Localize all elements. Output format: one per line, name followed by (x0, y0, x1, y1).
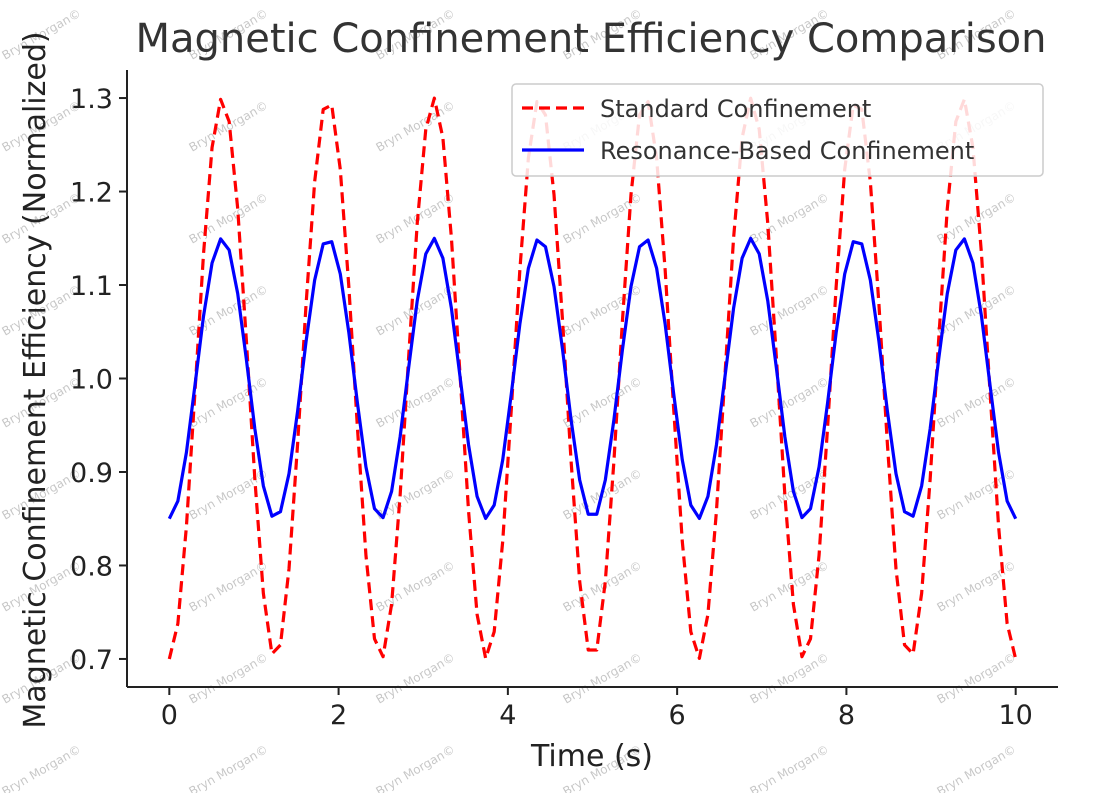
watermark-text: Bryn Morgan© (561, 374, 645, 430)
watermark-text: Bryn Morgan© (187, 374, 271, 430)
watermark-text: Bryn Morgan© (748, 650, 832, 706)
watermark-text: Bryn Morgan© (748, 190, 832, 246)
y-axis-label: Magnetic Confinement Efficiency (Normali… (18, 31, 53, 728)
x-tick-label: 6 (669, 700, 686, 731)
legend-label-resonance: Resonance-Based Confinement (600, 137, 974, 165)
watermark-text: Bryn Morgan© (187, 558, 271, 614)
watermark-text: Bryn Morgan© (374, 374, 458, 430)
watermark-text: Bryn Morgan© (748, 374, 832, 430)
x-ticks: 0 2 4 6 8 10 (161, 687, 1033, 731)
legend-label-standard: Standard Confinement (600, 95, 871, 123)
x-tick-label: 0 (161, 700, 178, 731)
watermark-text: Bryn Morgan© (935, 650, 1019, 706)
series-line-0 (167, 96, 1018, 660)
watermark-text: Bryn Morgan© (748, 558, 832, 614)
y-tick-label: 1.3 (70, 84, 113, 115)
y-tick-label: 1.1 (70, 271, 113, 302)
plot-lines (167, 96, 1018, 660)
y-tick-label: 1.0 (70, 365, 113, 396)
y-tick-label: 0.9 (70, 458, 113, 489)
watermark-text: Bryn Morgan© (187, 650, 271, 706)
watermark-text: Bryn Morgan© (187, 466, 271, 522)
watermark-text: Bryn Morgan© (374, 558, 458, 614)
y-tick-label: 1.2 (70, 178, 113, 209)
watermark-text: Bryn Morgan© (374, 466, 458, 522)
watermark-text: Bryn Morgan© (561, 650, 645, 706)
watermark-text: Bryn Morgan© (748, 282, 832, 338)
chart-title: Magnetic Confinement Efficiency Comparis… (136, 16, 1047, 62)
y-tick-label: 0.7 (70, 645, 113, 676)
watermark-text: Bryn Morgan© (0, 742, 83, 793)
x-tick-label: 4 (499, 700, 516, 731)
series-line-1 (167, 236, 1018, 521)
watermark-text: Bryn Morgan© (187, 190, 271, 246)
watermark-text: Bryn Morgan© (187, 98, 271, 154)
watermark-text: Bryn Morgan© (935, 742, 1019, 793)
watermark-text: Bryn Morgan© (748, 742, 832, 793)
y-ticks: 0.7 0.8 0.9 1.0 1.1 1.2 1.3 (70, 84, 127, 676)
watermark-text: Bryn Morgan© (187, 742, 271, 793)
x-tick-label: 2 (330, 700, 347, 731)
watermark-text: Bryn Morgan© (374, 650, 458, 706)
x-axis-label: Time (s) (530, 739, 653, 774)
legend-box (511, 83, 1044, 177)
watermark-text: Bryn Morgan© (935, 374, 1019, 430)
legend: Standard Confinement Resonance-Based Con… (511, 83, 1044, 177)
x-tick-label: 10 (999, 700, 1033, 731)
x-tick-label: 8 (838, 700, 855, 731)
watermark-text: Bryn Morgan© (374, 742, 458, 793)
y-tick-label: 0.8 (70, 551, 113, 582)
